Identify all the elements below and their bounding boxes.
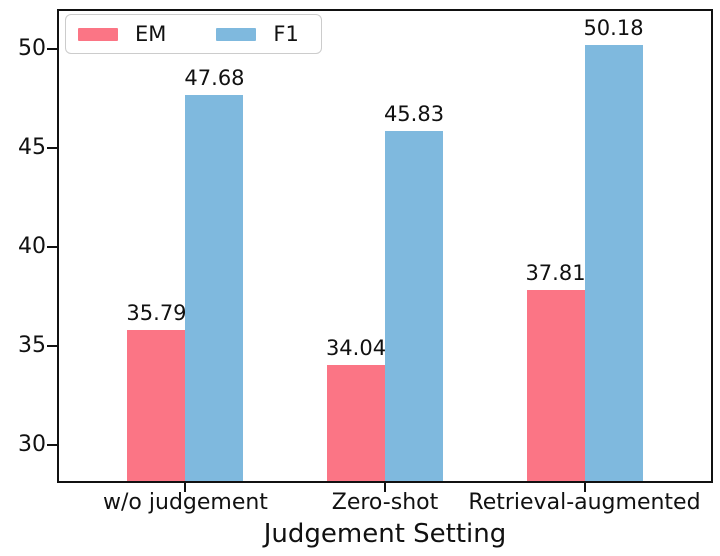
legend-item-f1: F1 — [216, 21, 299, 46]
bar-em-3 — [526, 290, 585, 481]
legend-label-em: EM — [135, 21, 167, 46]
x-tick-label-2: Zero-shot — [331, 490, 439, 515]
y-tick-mark-45 — [47, 146, 57, 149]
bar-f1-3 — [584, 45, 643, 481]
bar-value-label-em-2: 34.04 — [325, 336, 387, 361]
f1-color-swatch — [216, 27, 257, 41]
x-axis-title: Judgement Setting — [263, 519, 507, 549]
bar-value-label-f1-3: 50.18 — [583, 16, 644, 41]
bar-f1-2 — [385, 131, 443, 481]
y-tick-label-30: 30 — [18, 432, 46, 458]
legend-item-em: EM — [78, 21, 167, 46]
x-tick-label-3: Retrieval-augmented — [468, 490, 701, 515]
x-tick-mark-1 — [184, 483, 187, 492]
legend: EM F1 — [65, 14, 322, 54]
y-tick-label-45: 45 — [18, 134, 46, 160]
bar-em-2 — [327, 365, 385, 481]
bar-f1-1 — [185, 94, 244, 481]
y-tick-mark-50 — [47, 47, 57, 50]
x-tick-mark-3 — [583, 483, 586, 492]
y-tick-label-50: 50 — [18, 35, 46, 61]
em-color-swatch — [78, 27, 118, 41]
plot-area: 35.79 47.68 34.04 45.83 37.81 50.18 — [47, 9, 713, 492]
legend-label-f1: F1 — [273, 21, 299, 46]
bar-value-label-f1-1: 47.68 — [184, 65, 245, 90]
y-tick-label-35: 35 — [18, 333, 46, 359]
y-tick-mark-40 — [47, 245, 57, 248]
plot-inner: 35.79 47.68 34.04 45.83 37.81 50.18 — [47, 11, 711, 492]
y-tick-mark-30 — [47, 444, 57, 447]
bar-value-label-f1-2: 45.83 — [383, 102, 445, 127]
y-tick-mark-35 — [47, 345, 57, 348]
bar-value-label-em-3: 37.81 — [525, 261, 586, 286]
x-tick-mark-2 — [384, 483, 386, 492]
x-tick-label-1: w/o judgement — [103, 490, 268, 515]
bar-em-1 — [127, 330, 186, 481]
y-tick-label-40: 40 — [18, 233, 46, 259]
bar-value-label-em-1: 35.79 — [126, 301, 187, 326]
